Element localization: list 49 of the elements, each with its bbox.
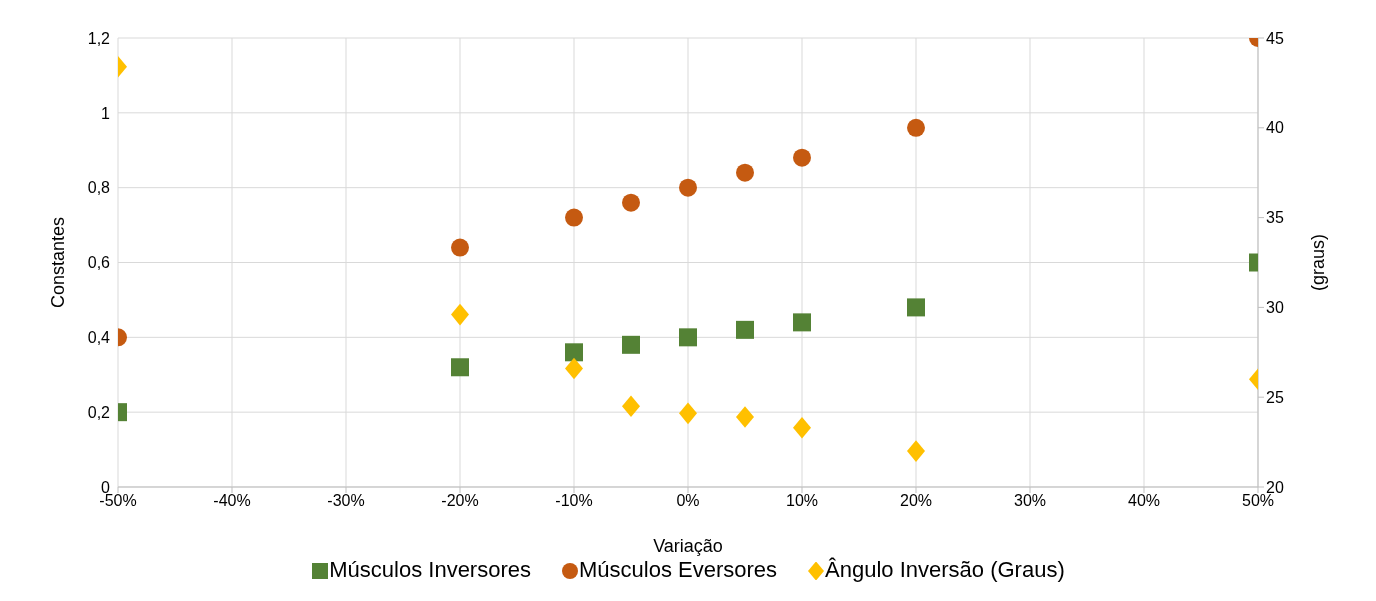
point <box>622 395 640 417</box>
x-tick-label: -30% <box>327 492 365 510</box>
y-tick-label: 0,8 <box>87 179 111 197</box>
x-tick-label: -10% <box>555 492 593 510</box>
x-tick-label: 0% <box>676 492 700 510</box>
x-tick-label: 30% <box>1013 492 1047 510</box>
point <box>736 406 754 428</box>
point <box>622 335 640 354</box>
point <box>907 298 925 317</box>
legend-label: Músculos Inversores <box>328 557 531 583</box>
x-axis-title: Variação <box>653 536 723 556</box>
legend-label: Ângulo Inversão (Graus) <box>824 557 1065 583</box>
point <box>736 320 754 339</box>
point <box>907 118 925 137</box>
y2-axis-title: (graus) <box>1308 233 1329 292</box>
y-axis-title: Constantes <box>48 216 69 309</box>
point <box>793 313 811 332</box>
x-tick-label: 10% <box>785 492 819 510</box>
x-tick-label: -40% <box>213 492 251 510</box>
y-tick-label: 0,4 <box>87 329 111 347</box>
y2-tick-label: 35 <box>1266 209 1284 227</box>
point <box>451 358 469 377</box>
point <box>793 416 811 439</box>
y2-tick-label: 30 <box>1266 299 1284 317</box>
point <box>565 343 583 362</box>
point <box>679 402 697 425</box>
y2-tick-label: 25 <box>1266 388 1284 406</box>
legend-label: Músculos Eversores <box>578 557 778 583</box>
point <box>736 163 754 182</box>
point <box>565 357 583 380</box>
x-tick-label: -20% <box>441 492 479 510</box>
point <box>679 328 697 347</box>
y-tick-label: 1,2 <box>87 29 111 47</box>
point <box>679 178 697 197</box>
point <box>793 148 811 167</box>
point <box>565 208 583 227</box>
y-tick-label: 1 <box>101 104 111 122</box>
y2-tick-label: 40 <box>1266 119 1284 137</box>
x-tick-label: 50% <box>1241 492 1275 510</box>
point <box>622 193 640 212</box>
y2-tick-label: 45 <box>1266 29 1284 47</box>
x-tick-label: -50% <box>99 492 137 510</box>
y-tick-label: 0,2 <box>87 403 111 421</box>
x-tick-label: 40% <box>1127 492 1161 510</box>
y-tick-label: 0,6 <box>87 254 111 272</box>
x-tick-label: 20% <box>899 492 933 510</box>
point <box>451 238 469 257</box>
point <box>907 440 925 462</box>
point <box>451 303 469 326</box>
